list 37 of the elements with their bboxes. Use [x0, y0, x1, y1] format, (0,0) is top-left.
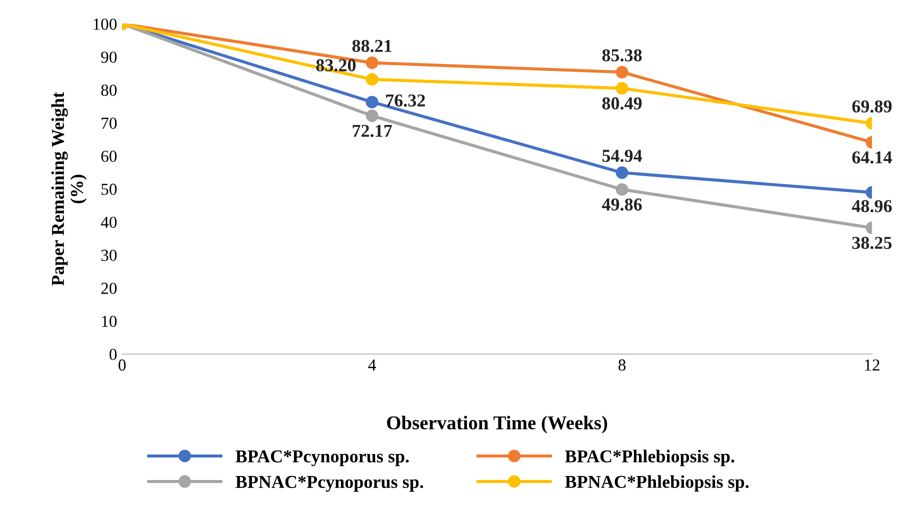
- y-tick-label: 60: [101, 150, 117, 162]
- data-label: 83.20: [316, 59, 356, 72]
- data-label: 64.14: [852, 151, 892, 164]
- point: [366, 96, 378, 108]
- y-tick-label: 10: [102, 316, 117, 328]
- data-label: 69.89: [852, 100, 892, 113]
- legend-label: BPNAC*Phlebiopsis sp.: [565, 475, 749, 492]
- data-label: 48.96: [852, 200, 892, 212]
- y-tick-label: 100: [94, 18, 117, 30]
- y-tick-label: 90: [101, 52, 117, 63]
- data-label: 85.38: [602, 49, 642, 62]
- y-tick-label: 40: [100, 216, 117, 228]
- legend-label: BPNAC*Pcynoporus sp.: [236, 476, 424, 492]
- point: [366, 56, 378, 70]
- y-tick-label: 50: [102, 184, 117, 195]
- data-label: 54.94: [602, 150, 642, 162]
- x-tick-label: 8: [618, 359, 626, 371]
- y-tick-label: 70: [102, 118, 117, 129]
- data-label: 88.21: [352, 40, 392, 52]
- y-tick-label: 20: [101, 282, 117, 294]
- y-tick-label: 30: [101, 250, 117, 261]
- legend-label: BPAC*Phlebiopsis sp.: [565, 450, 734, 466]
- y-tick-label: 80: [101, 84, 117, 96]
- y-tick-label: 0: [110, 348, 117, 360]
- data-label: 38.25: [852, 236, 892, 250]
- legend-label: BPAC*Pcynoporus sp.: [236, 450, 409, 466]
- data-label: 49.86: [602, 198, 642, 211]
- x-tick-label: 12: [865, 359, 880, 370]
- point: [366, 110, 378, 122]
- x-axis-title: Observation Time (Weeks): [387, 416, 608, 434]
- point: [366, 73, 378, 86]
- data-label: 72.17: [352, 124, 392, 138]
- data-label: 76.32: [386, 94, 425, 107]
- data-label: 80.49: [602, 97, 642, 110]
- x-tick-label: 0: [118, 359, 126, 371]
- y-axis-title: Paper Remaining Weight (%): [51, 92, 87, 286]
- x-tick-label: 4: [368, 360, 376, 370]
